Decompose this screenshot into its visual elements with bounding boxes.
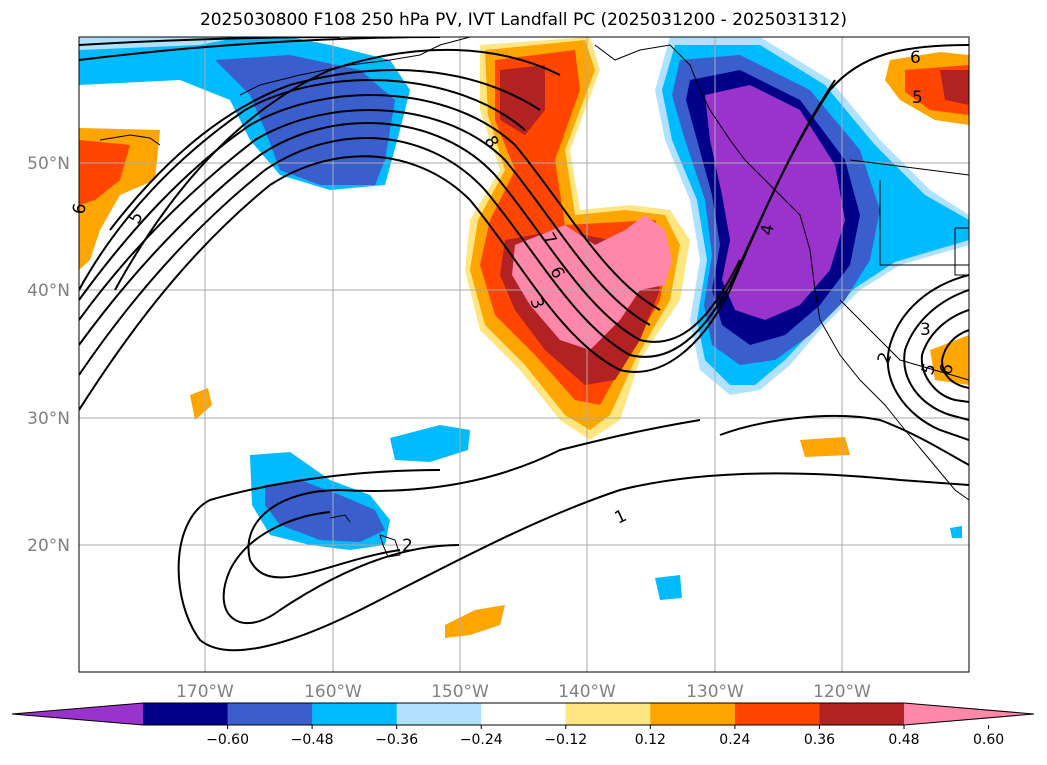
- coastlines: [99, 37, 969, 558]
- colorbar-box: [481, 703, 567, 725]
- colorbar-box: [396, 703, 482, 725]
- lon-label: 130°W: [686, 682, 744, 702]
- colorbar-tick-label: 0.36: [804, 732, 835, 748]
- positive-anomaly-max: [512, 215, 672, 350]
- lat-label: 30°N: [27, 409, 70, 429]
- colorbar-tick-label: 0.24: [719, 732, 750, 748]
- colorbar-extend-max: [904, 703, 1034, 725]
- lon-label: 140°W: [558, 682, 616, 702]
- colorbar-box: [143, 703, 229, 725]
- colorbar-tick-label: 0.12: [635, 732, 666, 748]
- map-title: 2025030800 F108 250 hPa PV, IVT Landfall…: [199, 10, 847, 30]
- colorbar-tick-label: 0.48: [888, 732, 919, 748]
- contour-label: 2: [874, 350, 896, 367]
- colorbar: −0.60 −0.48 −0.36 −0.24 −0.12 0.12 0.24 0.36 0.4…: [11, 702, 1035, 748]
- contour-label: 1: [612, 506, 630, 529]
- longitude-labels: 170°W 160°W 150°W 140°W 130°W 120°W: [176, 682, 871, 702]
- colorbar-extend-min: [12, 703, 143, 725]
- lon-label: 160°W: [304, 682, 362, 702]
- colorbar-box: [734, 703, 820, 725]
- lat-label: 50°N: [27, 154, 70, 174]
- contour-label: 6: [69, 202, 91, 216]
- contour-label: 5: [912, 88, 923, 108]
- lon-label: 150°W: [431, 682, 489, 702]
- colorbar-tick-label: −0.24: [460, 732, 503, 748]
- colorbar-tick-label: 0.60: [973, 732, 1004, 748]
- colorbar-tick-label: −0.48: [291, 732, 334, 748]
- colorbar-tick-label: −0.12: [544, 732, 587, 748]
- colorbar-outline: [11, 702, 1035, 726]
- map-frame: [78, 36, 970, 673]
- positive-anomaly-east: [930, 335, 969, 385]
- contour-label: 3: [920, 320, 931, 340]
- colorbar-box: [565, 703, 651, 725]
- colorbar-box: [227, 703, 313, 725]
- lat-label: 40°N: [27, 281, 70, 301]
- lon-label: 120°W: [813, 682, 871, 702]
- negative-anomaly-north-pacific-core: [215, 55, 395, 185]
- colorbar-box: [650, 703, 736, 725]
- colorbar-tick-label: −0.60: [206, 732, 249, 748]
- contour-label: 5: [125, 208, 148, 227]
- lat-label: 20°N: [27, 536, 70, 556]
- colorbar-box: [312, 703, 398, 725]
- lon-label: 170°W: [176, 682, 234, 702]
- latitude-labels: 20°N 30°N 40°N 50°N: [27, 154, 70, 556]
- colorbar-box: [819, 703, 905, 725]
- contour-label: 6: [910, 48, 921, 68]
- contour-label: 2: [402, 536, 413, 556]
- colorbar-tick-label: −0.36: [375, 732, 418, 748]
- contour-label: 4: [757, 223, 779, 237]
- contour-lines: [79, 37, 969, 652]
